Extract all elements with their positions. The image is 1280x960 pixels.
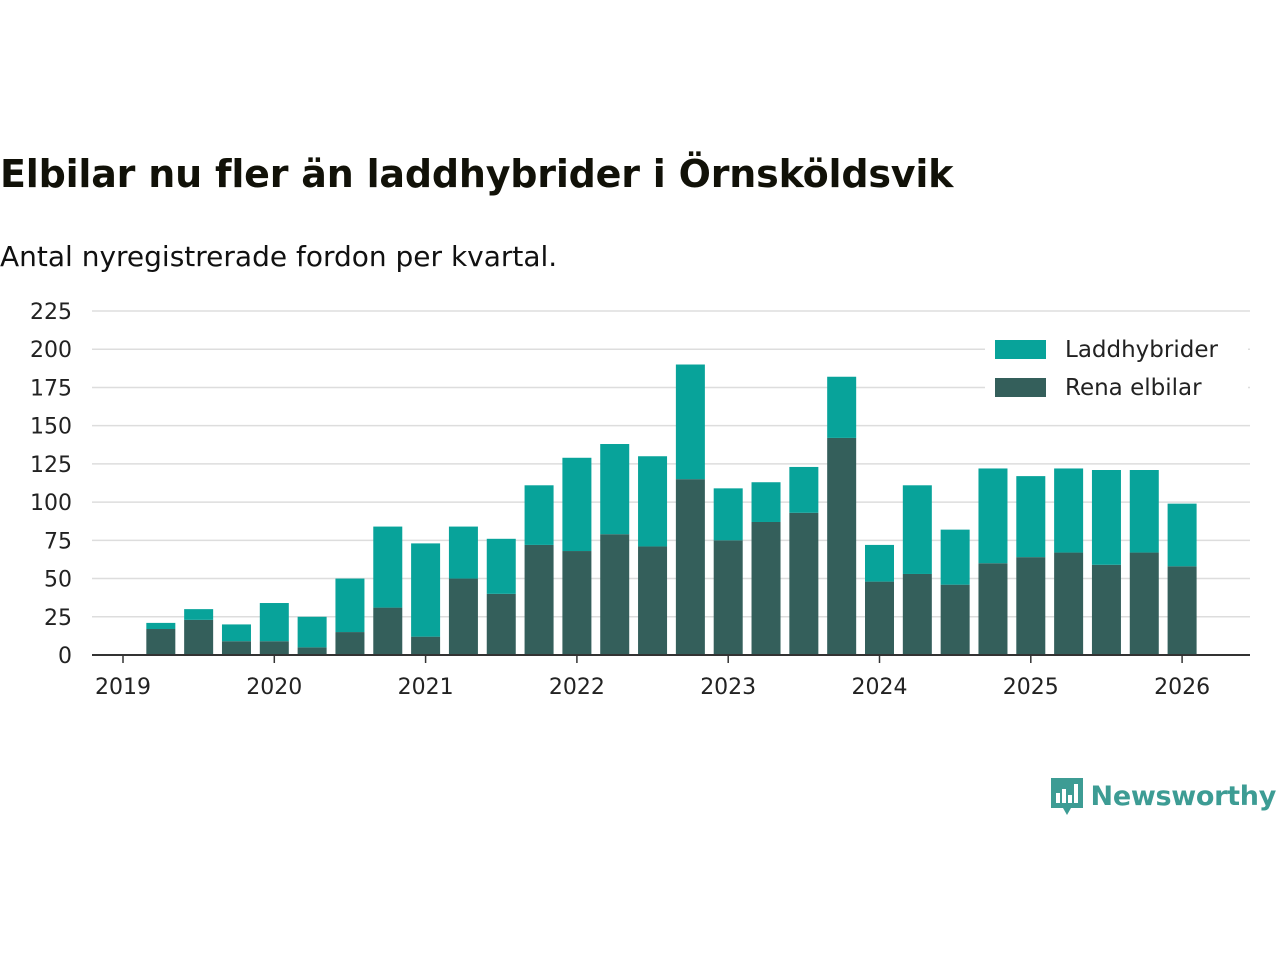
bar-rena-elbilar	[600, 534, 630, 655]
bars	[146, 364, 1197, 655]
bar-laddhybrider	[1091, 470, 1121, 565]
brand-logo: Newsworthy	[1049, 776, 1276, 816]
legend-swatch	[995, 340, 1046, 359]
bar-rena-elbilar	[940, 584, 970, 655]
bar-laddhybrider	[486, 538, 516, 594]
legend-label: Rena elbilar	[1065, 375, 1202, 401]
bar-laddhybrider	[1167, 503, 1197, 567]
bar-laddhybrider	[865, 544, 894, 582]
bar-rena-elbilar	[751, 521, 781, 655]
bar-rena-elbilar	[1016, 557, 1046, 655]
x-tick-label: 2023	[700, 675, 756, 700]
x-tick-label: 2020	[246, 675, 302, 700]
bar-laddhybrider	[638, 456, 668, 547]
bar-rena-elbilar	[827, 437, 857, 655]
y-tick-label: 100	[30, 491, 72, 516]
bar-rena-elbilar	[184, 619, 214, 655]
chart-title: Elbilar nu fler än laddhybrider i Örnskö…	[0, 152, 954, 196]
bar-rena-elbilar	[1129, 552, 1159, 655]
y-tick-label: 25	[44, 606, 72, 631]
bar-rena-elbilar	[865, 581, 894, 655]
bar-laddhybrider	[524, 485, 554, 545]
bar-rena-elbilar	[902, 573, 932, 655]
bar-laddhybrider	[221, 624, 251, 642]
bar-rena-elbilar	[713, 540, 743, 655]
x-tick-label: 2021	[398, 675, 454, 700]
bar-laddhybrider	[1054, 468, 1084, 553]
bar-rena-elbilar	[562, 551, 592, 655]
bar-laddhybrider	[789, 466, 819, 513]
chart-subtitle: Antal nyregistrerade fordon per kvartal.	[0, 240, 558, 273]
bar-laddhybrider	[373, 526, 403, 608]
y-tick-label: 0	[58, 644, 72, 669]
x-tick-label: 2022	[549, 675, 605, 700]
bar-laddhybrider	[259, 603, 289, 642]
bar-rena-elbilar	[789, 512, 819, 655]
bar-rena-elbilar	[411, 636, 441, 655]
bar-rena-elbilar	[978, 563, 1008, 655]
y-axis-ticks: 0 25 50 75 100 125 150 175 200 225	[30, 300, 72, 669]
bar-rena-elbilar	[259, 641, 289, 655]
y-tick-label: 75	[44, 529, 72, 554]
bar-laddhybrider	[1129, 470, 1159, 553]
bar-rena-elbilar	[297, 647, 327, 655]
bar-laddhybrider	[675, 364, 705, 480]
bar-laddhybrider	[448, 526, 478, 579]
bar-laddhybrider	[1016, 476, 1046, 558]
y-tick-label: 175	[30, 376, 72, 401]
bar-rena-elbilar	[675, 479, 705, 655]
bar-rena-elbilar	[1054, 552, 1084, 655]
bar-laddhybrider	[562, 457, 592, 552]
x-tick-label: 2019	[95, 675, 151, 700]
bar-rena-elbilar	[638, 546, 668, 655]
bar-rena-elbilar	[335, 632, 365, 655]
y-tick-label: 225	[30, 300, 72, 325]
bar-laddhybrider	[827, 376, 857, 438]
bar-rena-elbilar	[448, 578, 478, 655]
legend-swatch	[995, 378, 1046, 397]
bar-laddhybrider	[600, 444, 630, 535]
bar-laddhybrider	[335, 578, 365, 633]
y-tick-label: 50	[44, 568, 72, 593]
bar-laddhybrider	[146, 622, 176, 630]
bar-laddhybrider	[940, 529, 970, 585]
bar-laddhybrider	[297, 616, 327, 648]
x-tick-label: 2026	[1154, 675, 1210, 700]
legend-label: Laddhybrider	[1065, 337, 1218, 363]
legend: Laddhybrider Rena elbilar	[985, 333, 1248, 407]
bar-rena-elbilar	[146, 629, 176, 655]
bar-rena-elbilar	[1167, 566, 1197, 655]
bar-laddhybrider	[411, 543, 441, 637]
bar-rena-elbilar	[486, 593, 516, 655]
y-tick-label: 125	[30, 453, 72, 478]
bar-chart-logo-icon	[1050, 778, 1083, 815]
bar-laddhybrider	[751, 482, 781, 522]
y-tick-label: 200	[30, 338, 72, 363]
bar-laddhybrider	[978, 468, 1008, 564]
bar-laddhybrider	[713, 488, 743, 541]
bar-rena-elbilar	[221, 641, 251, 655]
x-axis-ticks: 2019 2020 2021 2022 2023 2024 2025 2026	[95, 655, 1210, 700]
brand-name: Newsworthy	[1090, 780, 1277, 812]
x-tick-label: 2025	[1003, 675, 1059, 700]
bar-laddhybrider	[184, 609, 214, 620]
x-tick-label: 2024	[852, 675, 908, 700]
bar-rena-elbilar	[524, 544, 554, 655]
bar-laddhybrider	[902, 485, 932, 574]
bar-rena-elbilar	[1091, 564, 1121, 655]
y-tick-label: 150	[30, 415, 72, 440]
bar-rena-elbilar	[373, 607, 403, 655]
